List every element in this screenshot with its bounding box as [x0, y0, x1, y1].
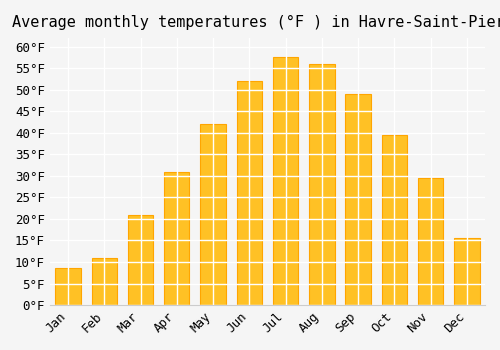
Bar	[309, 64, 334, 305]
Bar	[56, 268, 80, 305]
Bar	[454, 238, 479, 305]
Bar	[128, 215, 153, 305]
Bar	[346, 94, 371, 305]
Bar	[382, 135, 407, 305]
Bar	[200, 124, 226, 305]
Bar	[418, 178, 444, 305]
Title: Average monthly temperatures (°F ) in Havre-Saint-Pierre: Average monthly temperatures (°F ) in Ha…	[12, 15, 500, 30]
Bar	[164, 172, 190, 305]
Bar	[236, 81, 262, 305]
Bar	[92, 258, 117, 305]
Bar	[273, 57, 298, 305]
